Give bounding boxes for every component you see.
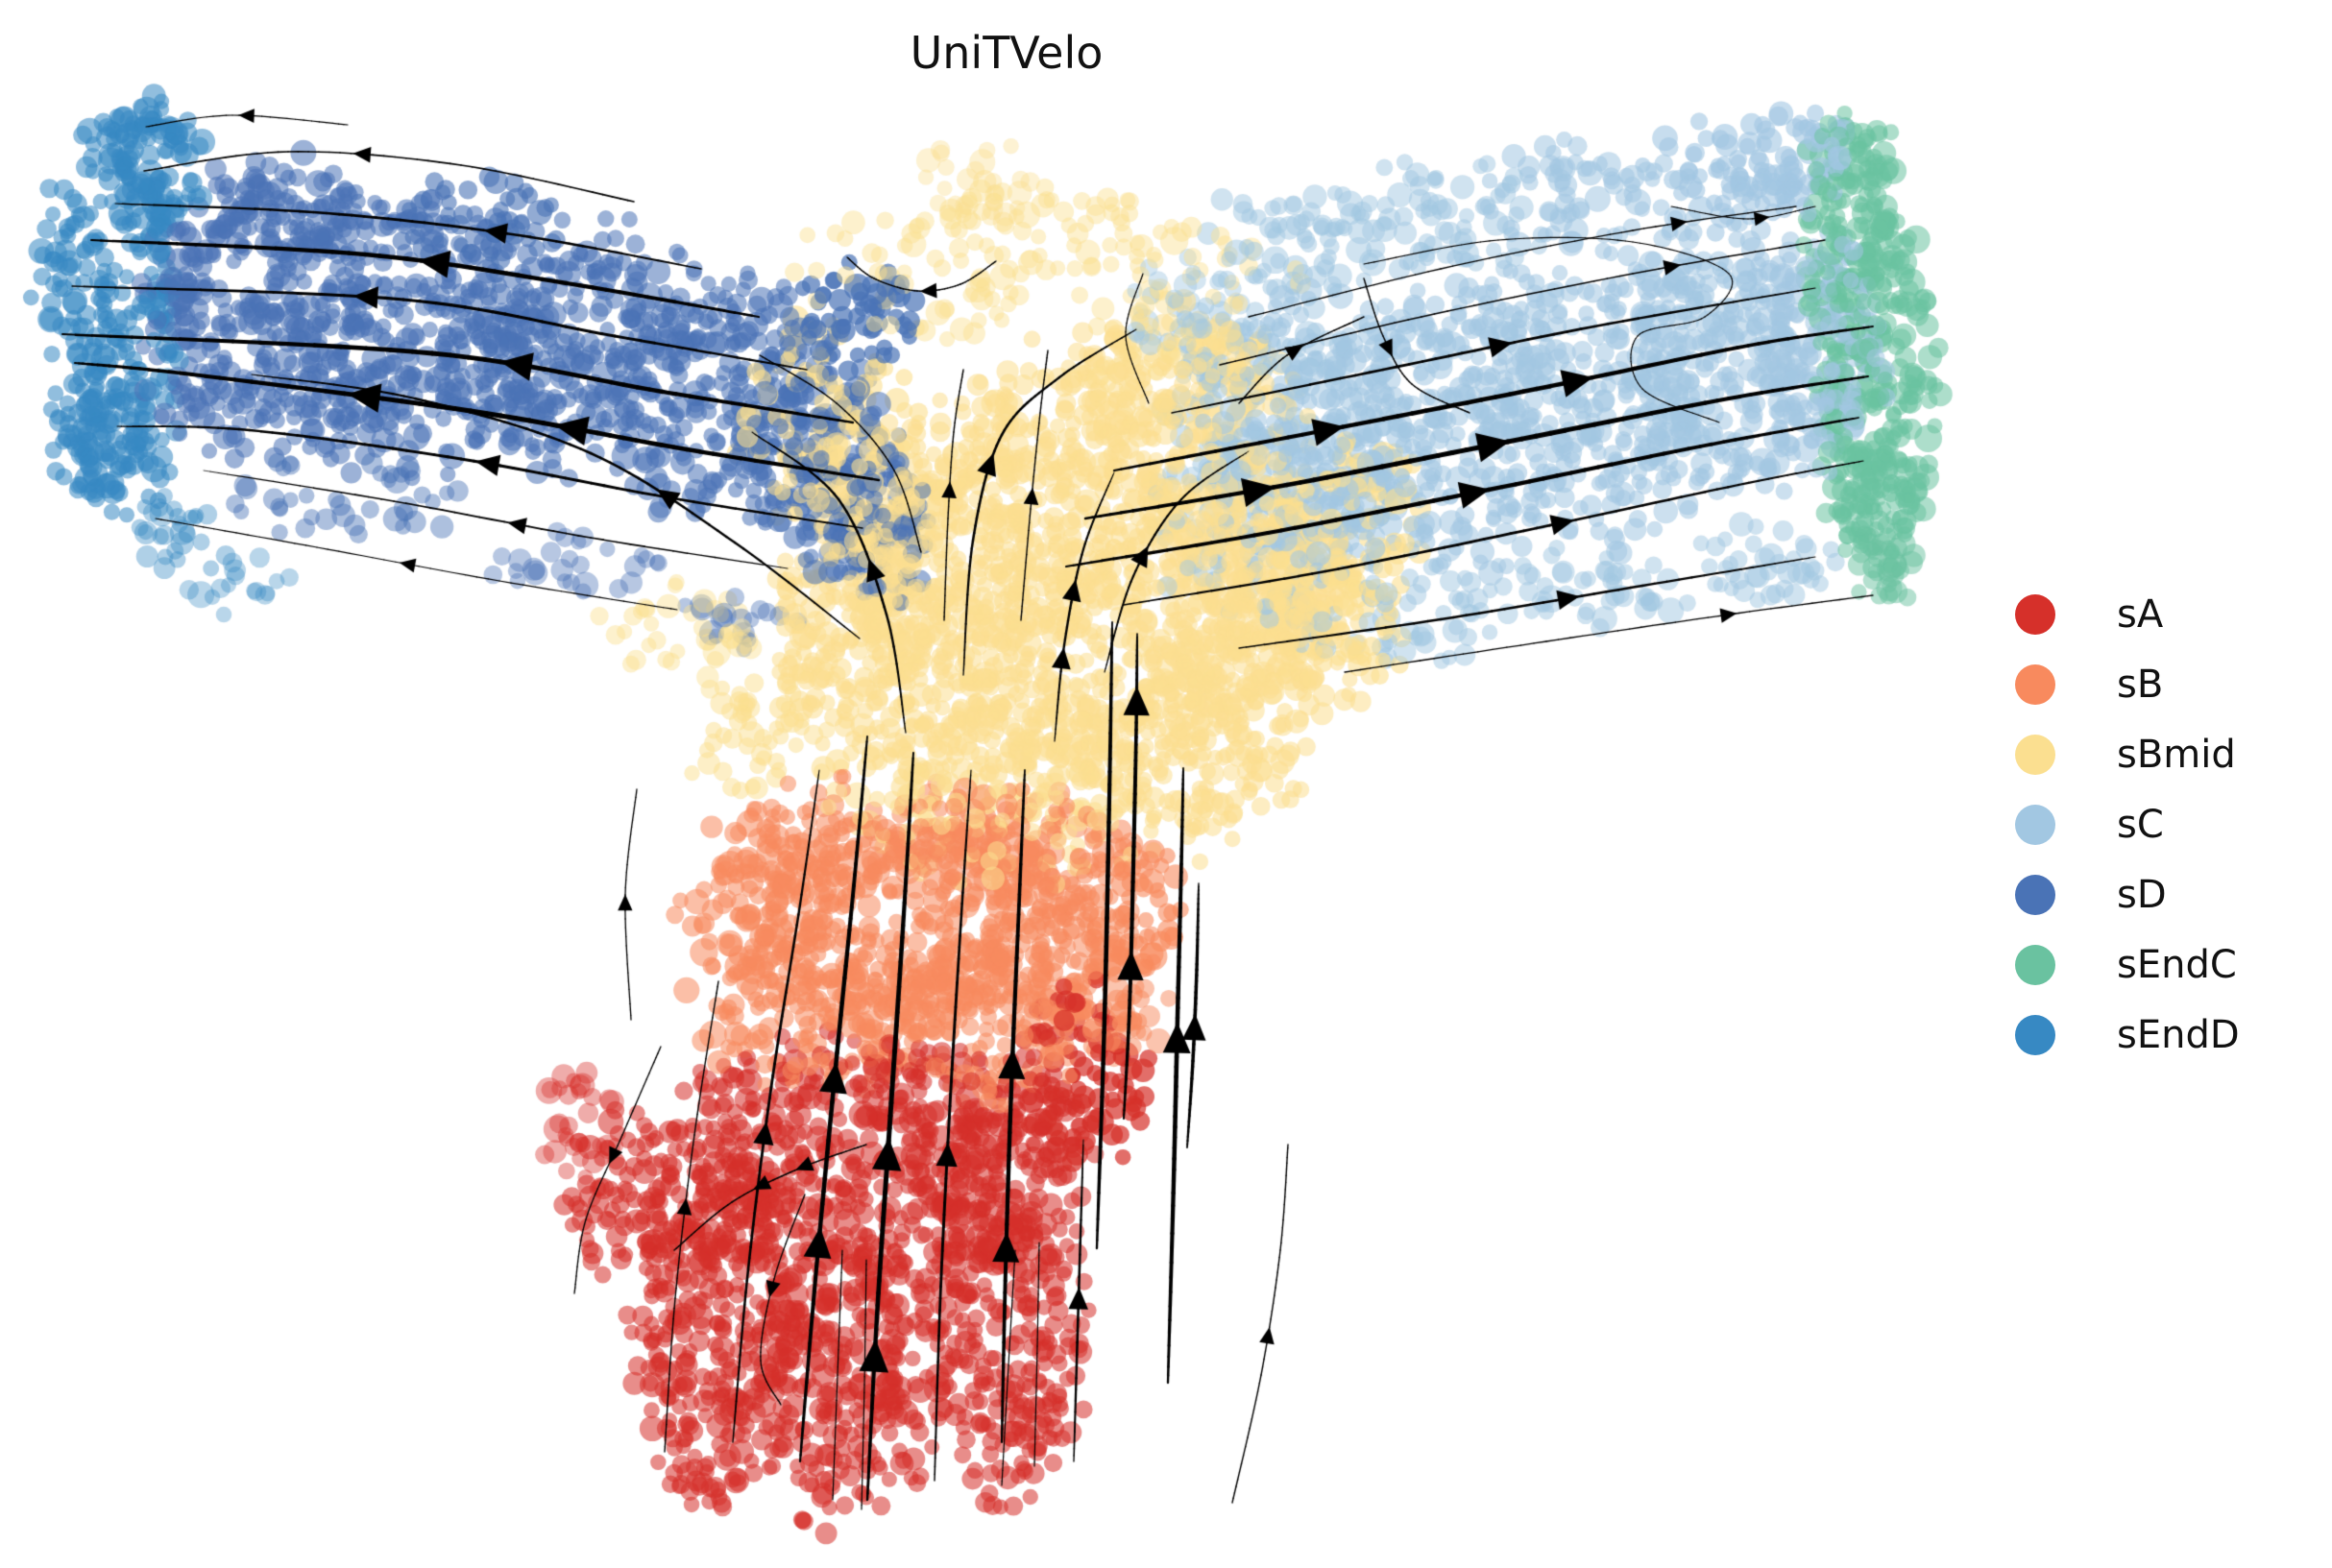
legend-label: sA xyxy=(2117,591,2164,637)
legend-item-sA: sA xyxy=(2015,579,2240,649)
chart-title: UniTVelo xyxy=(910,27,1104,79)
legend-item-sBmid: sBmid xyxy=(2015,719,2240,789)
legend-label: sB xyxy=(2117,662,2164,707)
legend-swatch-icon xyxy=(2015,804,2055,845)
legend-item-sC: sC xyxy=(2015,789,2240,859)
legend-swatch-icon xyxy=(2015,663,2055,705)
legend-swatch-icon xyxy=(2015,874,2055,915)
legend-item-sEndC: sEndC xyxy=(2015,929,2240,1000)
legend-label: sD xyxy=(2117,872,2167,917)
legend-label: sBmid xyxy=(2117,732,2236,777)
chart-legend: sA sB sBmid sC sD sEndC sEndD xyxy=(2015,579,2240,1070)
legend-item-sB: sB xyxy=(2015,649,2240,719)
legend-item-sEndD: sEndD xyxy=(2015,1000,2240,1070)
legend-label: sC xyxy=(2117,802,2164,847)
legend-swatch-icon xyxy=(2015,593,2055,635)
legend-swatch-icon xyxy=(2015,734,2055,775)
legend-item-sD: sD xyxy=(2015,859,2240,929)
legend-label: sEndD xyxy=(2117,1012,2240,1057)
legend-swatch-icon xyxy=(2015,944,2055,985)
legend-label: sEndC xyxy=(2117,942,2237,987)
legend-swatch-icon xyxy=(2015,1014,2055,1055)
